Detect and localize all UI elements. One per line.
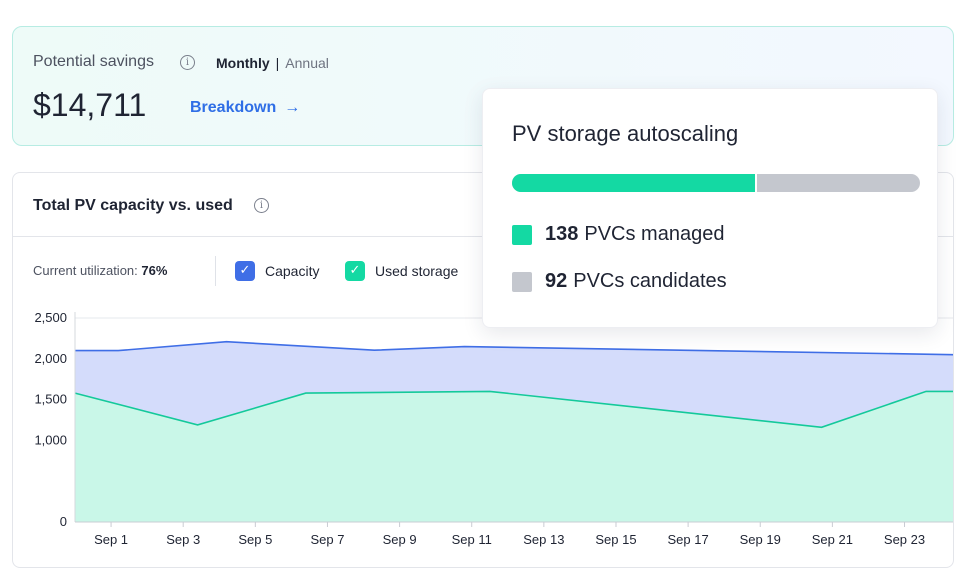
breakdown-label: Breakdown xyxy=(190,99,277,116)
autoscaling-progress-bar xyxy=(512,174,920,192)
area-used-storage xyxy=(75,391,953,522)
x-tick-label-sep-5: Sep 5 xyxy=(238,532,272,547)
legend-capacity-label: Capacity xyxy=(265,263,320,279)
line-capacity xyxy=(75,340,953,356)
x-tick-label-sep-19: Sep 19 xyxy=(740,532,781,547)
utilization-value: 76% xyxy=(141,263,168,278)
period-separator: | xyxy=(275,55,280,71)
managed-label: PVCs managed xyxy=(584,223,725,245)
y-tick-label-1,500: 1,500 xyxy=(34,392,67,407)
capacity-area-chart: 0 1,000 1,500 2,000 2,500 Sep 1 Sep 3 Sep 5 Sep … xyxy=(34,310,953,547)
y-tick-label-2,500: 2,500 xyxy=(34,310,67,325)
y-tick-label-0: 0 xyxy=(60,514,67,529)
x-tick-label-sep-13: Sep 13 xyxy=(523,532,564,547)
chart-title: Total PV capacity vs. used xyxy=(33,197,233,214)
x-tick-label-sep-1: Sep 1 xyxy=(94,532,128,547)
candidates-swatch xyxy=(512,271,532,292)
x-tick-label-sep-11: Sep 11 xyxy=(452,532,492,547)
period-monthly-option[interactable]: Monthly xyxy=(216,55,270,71)
pvcs-managed-row: 138 PVCs managed xyxy=(512,223,724,246)
savings-info-icon[interactable]: i xyxy=(180,55,195,70)
candidates-count: 92 xyxy=(545,270,568,292)
x-tick-label-sep-3: Sep 3 xyxy=(166,532,200,547)
capacity-checkbox-icon[interactable]: ✓ xyxy=(235,261,255,281)
managed-swatch xyxy=(512,224,532,245)
y-tick-label-2,000: 2,000 xyxy=(34,351,67,366)
y-tick-label-1,000: 1,000 xyxy=(34,432,67,447)
savings-title: Potential savings xyxy=(33,53,154,70)
used-storage-checkbox-icon[interactable]: ✓ xyxy=(345,261,365,281)
x-tick-label-sep-7: Sep 7 xyxy=(310,532,344,547)
line-used-storage xyxy=(74,390,953,429)
autoscaling-progress-fill xyxy=(512,174,757,192)
toolbar-divider xyxy=(215,256,216,286)
legend-used-storage-label: Used storage xyxy=(375,263,459,279)
x-tick-label-sep-9: Sep 9 xyxy=(383,532,417,547)
period-annual-option[interactable]: Annual xyxy=(285,55,329,71)
period-toggle: Monthly | Annual xyxy=(216,55,329,71)
savings-value: $14,711 xyxy=(33,87,147,123)
candidates-label: PVCs candidates xyxy=(573,270,727,292)
chart-info-icon[interactable]: i xyxy=(254,198,269,213)
current-utilization: Current utilization: 76% xyxy=(33,263,167,278)
popup-title: PV storage autoscaling xyxy=(512,121,739,146)
pvcs-candidates-row: 92 PVCs candidates xyxy=(512,270,727,293)
arrow-right-icon: → xyxy=(284,99,301,116)
breakdown-link[interactable]: Breakdown → xyxy=(190,99,300,117)
utilization-label: Current utilization: xyxy=(33,263,138,278)
x-tick-label-sep-23: Sep 23 xyxy=(884,532,925,547)
x-tick-label-sep-15: Sep 15 xyxy=(595,532,636,547)
x-tick-label-sep-21: Sep 21 xyxy=(812,532,853,547)
x-tick-label-sep-17: Sep 17 xyxy=(668,532,709,547)
legend-capacity-toggle[interactable]: ✓ Capacity xyxy=(235,261,319,281)
pv-autoscaling-popup: PV storage autoscaling 138 PVCs managed … xyxy=(482,88,938,328)
managed-count: 138 xyxy=(545,223,579,245)
legend-used-storage-toggle[interactable]: ✓ Used storage xyxy=(345,261,458,281)
